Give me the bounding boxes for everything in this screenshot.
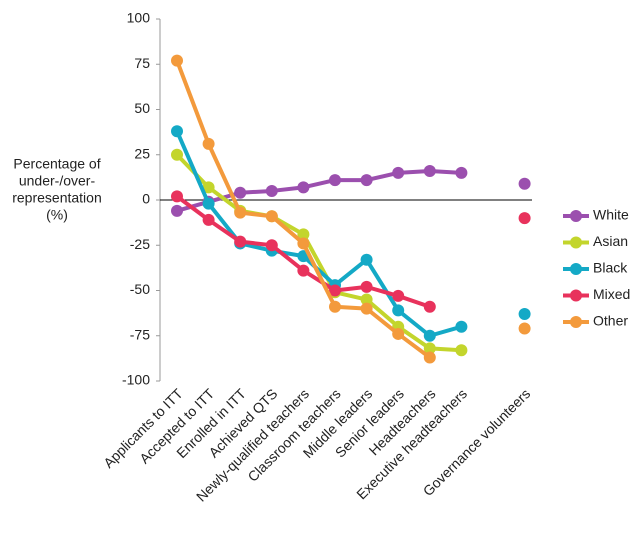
data-point	[171, 54, 183, 67]
series-line	[177, 61, 525, 358]
data-point	[518, 308, 531, 321]
data-point	[171, 148, 183, 161]
y-tick-label: -100	[122, 372, 150, 388]
data-point	[360, 280, 373, 293]
data-point	[297, 181, 310, 194]
data-point	[329, 284, 341, 297]
y-tick-label: 75	[134, 55, 150, 71]
data-point	[455, 344, 468, 357]
data-point	[265, 239, 278, 252]
data-point	[297, 264, 310, 277]
data-point	[360, 293, 373, 306]
data-point	[234, 186, 247, 199]
data-point	[297, 250, 310, 263]
legend-label: White	[593, 207, 629, 223]
legend-marker	[570, 289, 582, 302]
y-axis-label: representation	[12, 190, 102, 206]
data-point	[423, 329, 436, 342]
y-tick-label: 100	[127, 10, 151, 26]
data-point	[234, 235, 247, 248]
legend-label: Other	[593, 313, 628, 329]
data-point	[329, 300, 341, 313]
data-point	[265, 184, 278, 197]
data-point	[392, 289, 405, 302]
y-tick-label: -75	[130, 326, 150, 342]
data-point	[202, 213, 215, 226]
x-tick-label: Governance volunteers	[420, 385, 534, 499]
legend-label: Asian	[593, 233, 628, 249]
data-point	[360, 253, 373, 266]
y-tick-label: 25	[134, 145, 150, 161]
legend-marker	[570, 236, 582, 249]
data-point	[297, 237, 310, 250]
y-tick-label: -25	[130, 236, 150, 252]
y-tick-label: 50	[134, 100, 150, 116]
data-point	[423, 300, 436, 313]
series-line	[177, 196, 525, 306]
y-axis-label: under-/over-	[19, 173, 96, 189]
data-point	[202, 137, 215, 150]
data-point	[202, 197, 215, 210]
legend-marker	[570, 210, 582, 222]
data-point	[392, 304, 405, 317]
data-point	[171, 190, 183, 203]
data-point	[265, 210, 278, 223]
data-point	[423, 165, 436, 178]
y-axis-label: Percentage of	[13, 156, 100, 172]
series-line	[175, 152, 464, 353]
data-point	[297, 228, 310, 241]
data-point	[518, 212, 531, 225]
data-point	[360, 174, 373, 187]
data-point	[423, 351, 436, 364]
data-point	[171, 125, 183, 138]
data-point	[518, 177, 531, 190]
legend-label: Black	[593, 260, 628, 276]
legend-label: Mixed	[593, 286, 630, 302]
legend-marker	[570, 316, 582, 328]
data-point	[455, 320, 468, 333]
data-point	[234, 206, 247, 219]
data-point	[392, 166, 405, 179]
y-axis-label: (%)	[46, 207, 68, 223]
data-point	[171, 204, 183, 217]
data-point	[202, 181, 215, 194]
y-tick-label: 0	[142, 191, 150, 207]
data-point	[518, 322, 531, 335]
data-point	[360, 302, 373, 315]
data-point	[392, 327, 405, 340]
data-point	[423, 342, 436, 355]
legend-marker	[570, 263, 582, 275]
y-tick-label: -50	[130, 281, 150, 297]
data-point	[455, 166, 468, 179]
data-point	[329, 174, 341, 187]
